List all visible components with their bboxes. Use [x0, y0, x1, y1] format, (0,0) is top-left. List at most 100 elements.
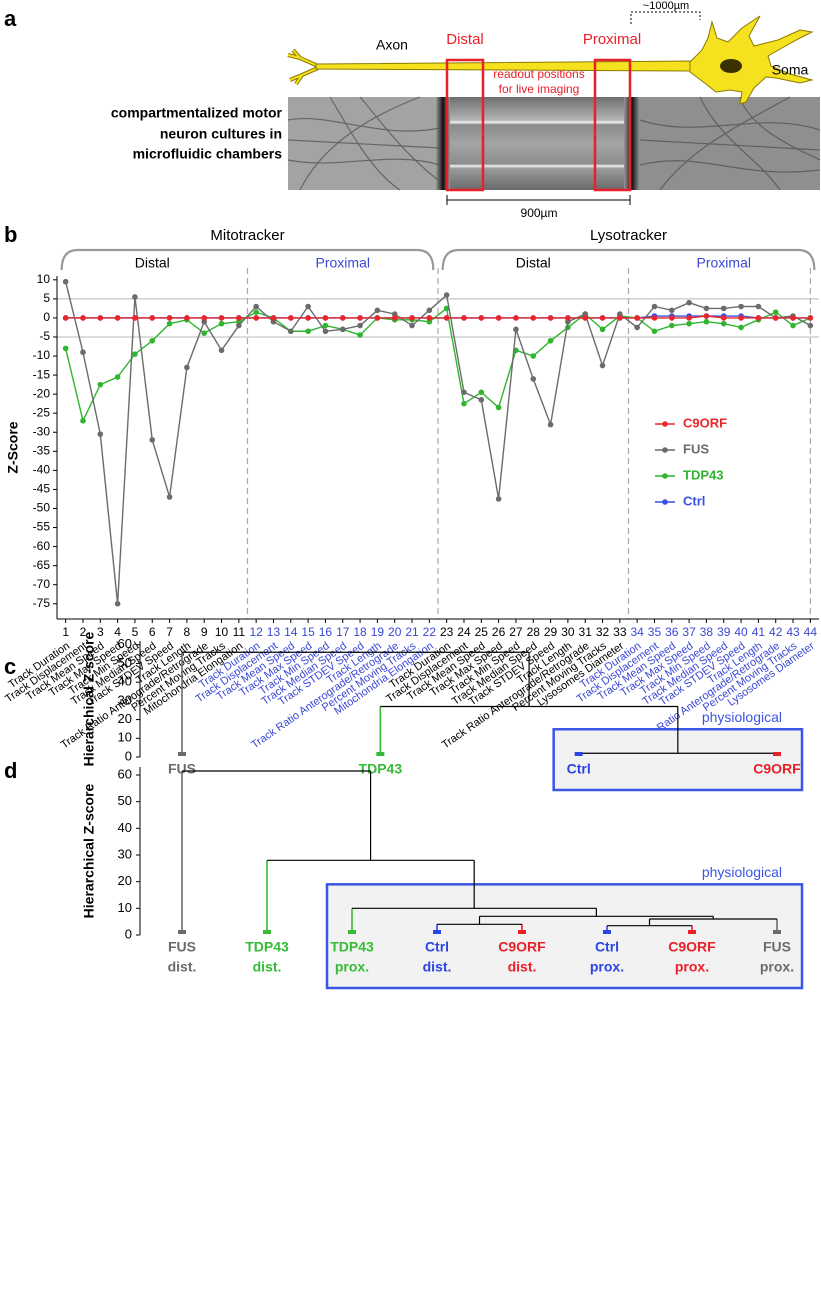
data-point [357, 315, 363, 321]
x-tick-label: 2 [80, 625, 87, 639]
data-point [80, 418, 86, 424]
data-point [703, 313, 710, 319]
data-point [97, 381, 104, 388]
data-point [62, 278, 69, 285]
legend-marker [662, 421, 668, 427]
data-point [651, 315, 658, 321]
group-bracket [60, 248, 435, 271]
y-tick-label: -30 [33, 424, 51, 438]
culture-label: neuron cultures in [160, 126, 282, 142]
data-point [339, 315, 346, 321]
series-line [64, 281, 811, 604]
x-tick-label: 25 [475, 625, 489, 639]
leaf-label: FUS [168, 939, 196, 955]
legend-label: TDP43 [683, 467, 723, 482]
data-point [236, 322, 242, 329]
leaf-marker [603, 930, 611, 934]
data-point [391, 315, 398, 321]
data-point [201, 315, 208, 321]
highlight-label: physiological [702, 709, 782, 725]
data-point [322, 322, 329, 329]
data-point [218, 315, 225, 321]
data-point [461, 389, 467, 396]
x-tick-label: 9 [201, 625, 208, 639]
leaf-marker [688, 930, 696, 934]
y-tick-label: 40 [118, 820, 132, 835]
y-tick-label: 50 [118, 655, 132, 670]
y-tick-label: -75 [33, 596, 51, 610]
panel-label: c [4, 654, 16, 679]
x-tick-label: 33 [613, 625, 627, 639]
data-point [478, 397, 485, 403]
leaf-label: Ctrl [567, 761, 591, 777]
data-point [547, 421, 554, 428]
data-point [720, 305, 727, 312]
y-tick-label: -40 [33, 463, 51, 477]
y-tick-label: -45 [33, 482, 51, 496]
data-point [305, 303, 311, 310]
soma-label: Soma [772, 62, 809, 78]
data-point [668, 315, 675, 321]
leaf-label: C9ORF [668, 939, 716, 955]
leaf-marker [348, 930, 356, 934]
data-point [755, 315, 762, 321]
subgroup-label: Proximal [316, 255, 370, 271]
data-point [686, 320, 692, 327]
x-tick-label: 6 [149, 625, 156, 639]
microscopy-image [287, 96, 821, 191]
y-tick-label: -55 [33, 520, 51, 534]
y-tick-label: -10 [33, 348, 51, 362]
data-point [253, 309, 259, 316]
data-point [409, 315, 415, 321]
legend-marker [662, 473, 668, 479]
length-bar [446, 195, 631, 205]
series-line [65, 315, 811, 319]
data-point [772, 309, 779, 316]
data-point [720, 320, 727, 327]
leaf-sublabel: dist. [168, 959, 197, 975]
legend-label: Ctrl [683, 493, 705, 508]
distal-label: Distal [446, 31, 484, 48]
data-point [634, 315, 640, 321]
data-point [62, 315, 69, 321]
y-tick-label: 30 [118, 846, 132, 861]
y-tick-label: 10 [118, 900, 132, 915]
leaf-label: TDP43 [359, 761, 403, 777]
data-point [132, 315, 138, 321]
x-tick-label: 43 [786, 625, 800, 639]
leaf-marker [376, 752, 385, 756]
y-tick-label: 0 [125, 926, 132, 941]
leaf-marker [574, 752, 583, 756]
data-point [547, 337, 554, 344]
y-tick-label: -35 [33, 443, 51, 457]
leaf-sublabel: prox. [760, 959, 794, 975]
y-tick-label: 50 [118, 793, 132, 808]
x-tick-label: 34 [630, 625, 644, 639]
group-label: Mitotracker [210, 227, 284, 244]
x-tick-label: 39 [717, 625, 731, 639]
y-tick-label: 20 [118, 711, 132, 726]
data-point [461, 315, 467, 321]
data-point [132, 294, 138, 300]
data-point [807, 315, 814, 321]
subgroup-label: Proximal [697, 255, 751, 271]
x-tick-label: 41 [752, 625, 766, 639]
y-tick-label: -25 [33, 405, 51, 419]
y-tick-label: 5 [43, 291, 50, 305]
y-tick-label: -20 [33, 386, 51, 400]
data-point [357, 322, 363, 329]
x-tick-label: 24 [457, 625, 471, 639]
leaf-marker [433, 930, 441, 934]
x-tick-label: 11 [233, 625, 246, 639]
data-point [374, 315, 381, 321]
distal-box [445, 58, 485, 192]
leaf-marker [773, 930, 781, 934]
x-tick-label: 8 [184, 625, 191, 639]
data-point [807, 322, 814, 329]
leaf-label: TDP43 [245, 939, 289, 955]
data-point [236, 315, 242, 321]
data-point [565, 315, 571, 321]
data-point [287, 315, 294, 321]
panel-label: b [4, 222, 17, 247]
